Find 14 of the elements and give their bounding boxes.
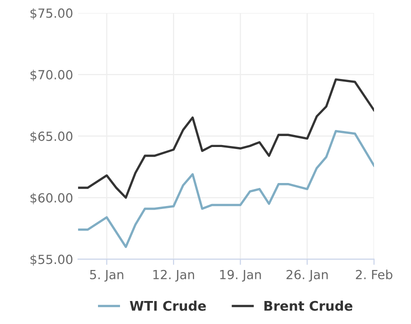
y-tick-label: $75.00 [30, 8, 72, 20]
legend-label: Brent Crude [264, 300, 352, 311]
x-tick-label: 26. Jan [286, 270, 328, 282]
line-series [78, 130, 374, 248]
x-tick-label: 12. Jan [153, 270, 194, 282]
line-series [78, 78, 374, 199]
x-tick-label: 2. Feb [356, 270, 392, 280]
y-tick-label: $60.00 [30, 192, 72, 204]
y-tick-label: $70.00 [30, 70, 72, 82]
legend-label: WTI Crude [130, 300, 206, 311]
x-tick-label: 5. Jan [90, 270, 124, 282]
x-tick-label: 19. Jan [220, 270, 261, 282]
y-tick-label: $65.00 [30, 131, 72, 143]
y-tick-label: $55.00 [30, 254, 72, 266]
